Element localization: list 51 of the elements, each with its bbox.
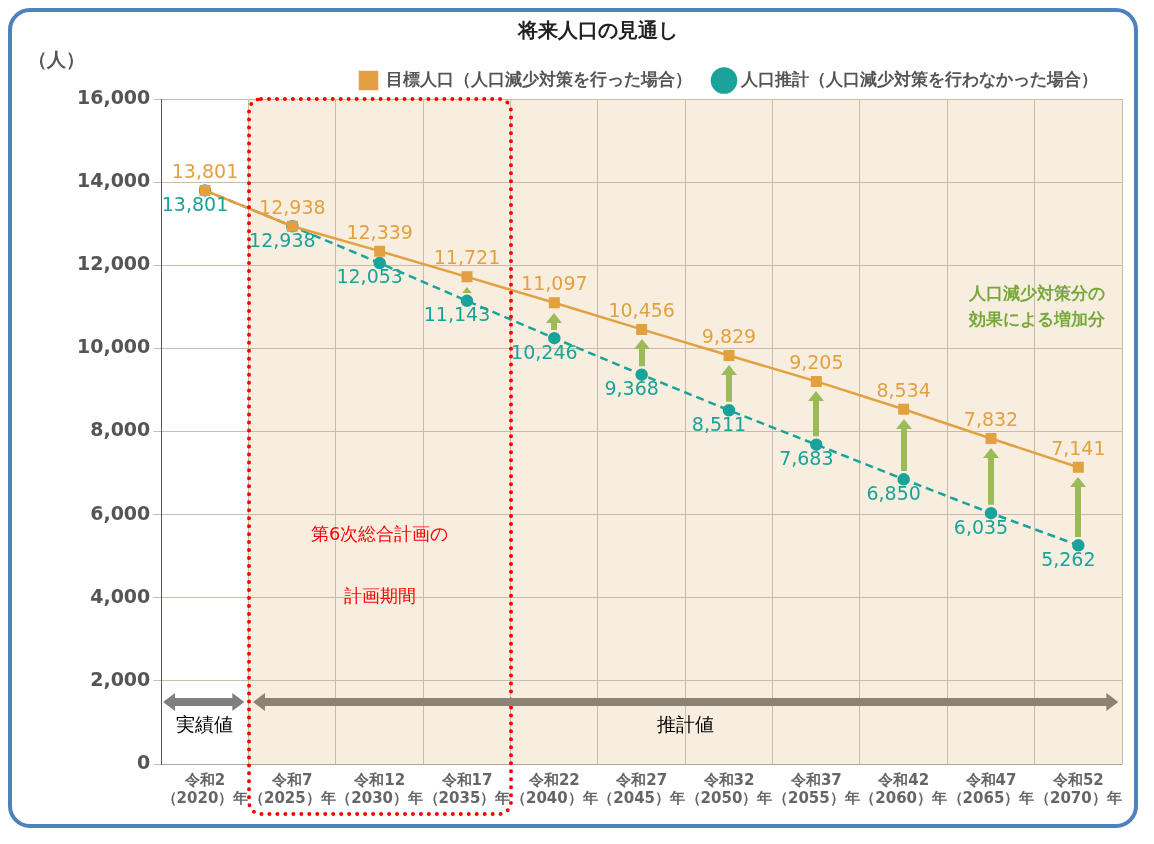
data-label: 11,097 — [521, 272, 588, 295]
x-tick-label: 令和47（2065）年 — [947, 770, 1035, 807]
data-label: 9,829 — [701, 324, 757, 347]
annotation: 計画期間 — [343, 585, 416, 607]
data-label: 5,262 — [1041, 547, 1096, 570]
x-tick-label: 令和27（2045）年 — [598, 770, 686, 807]
data-label: 7,141 — [1051, 436, 1106, 459]
legend-label: 人口推計（人口減少対策を行わなかった場合） — [740, 68, 1098, 89]
x-tick-label: 令和52（2070）年 — [1034, 770, 1122, 807]
data-label: 12,053 — [336, 265, 403, 288]
data-label: 6,035 — [953, 515, 1009, 538]
data-label: 8,511 — [691, 412, 747, 435]
annotation: 推計値 — [656, 712, 714, 735]
y-tick-label: 4,000 — [90, 584, 151, 607]
y-tick-label: 16,000 — [76, 85, 151, 108]
data-label: 9,368 — [604, 377, 659, 400]
data-label: 11,143 — [423, 303, 491, 326]
chart-title: 将来人口の見通し — [517, 18, 678, 43]
data-label: 6,850 — [866, 481, 921, 504]
data-label: 13,801 — [161, 192, 229, 215]
data-label: 9,205 — [789, 350, 844, 373]
data-label: 12,339 — [346, 220, 413, 243]
data-label: 11,721 — [433, 246, 501, 269]
x-tick-label: 令和42（2060）年 — [860, 770, 948, 807]
data-label: 7,683 — [779, 447, 834, 470]
y-tick-label: 10,000 — [76, 335, 151, 358]
y-tick-label: 2,000 — [90, 667, 151, 690]
x-tick-label: 令和2（2020）年 — [161, 770, 249, 807]
annotation: 第6次総合計画の — [310, 523, 449, 545]
y-tick-label: 14,000 — [76, 169, 151, 192]
y-axis-title: （人） — [27, 48, 85, 71]
data-label: 8,534 — [876, 378, 931, 401]
y-tick-label: 12,000 — [76, 252, 151, 275]
x-tick-label: 令和17（2035）年 — [423, 770, 511, 807]
y-tick-label: 6,000 — [90, 501, 151, 524]
data-label: 12,938 — [259, 195, 326, 218]
x-tick-label: 令和37（2055）年 — [772, 770, 860, 807]
data-label: 10,456 — [608, 298, 675, 321]
x-tick-label: 令和32（2050）年 — [685, 770, 773, 807]
data-label: 7,832 — [963, 407, 1019, 430]
data-label: 13,801 — [171, 159, 239, 182]
y-tick-label: 0 — [137, 750, 151, 773]
data-label: 12,938 — [249, 228, 316, 251]
data-label: 10,246 — [511, 340, 578, 363]
x-tick-label: 令和7（2025）年 — [248, 770, 336, 807]
x-tick-label: 令和12（2030）年 — [336, 770, 424, 807]
legend-label: 目標人口（人口減少対策を行った場合） — [385, 68, 692, 89]
annotation: 人口減少対策分の効果による増加分 — [968, 282, 1106, 329]
y-tick-label: 8,000 — [90, 418, 151, 441]
annotation: 実績値 — [176, 712, 234, 735]
x-tick-label: 令和22（2040）年 — [510, 770, 598, 807]
